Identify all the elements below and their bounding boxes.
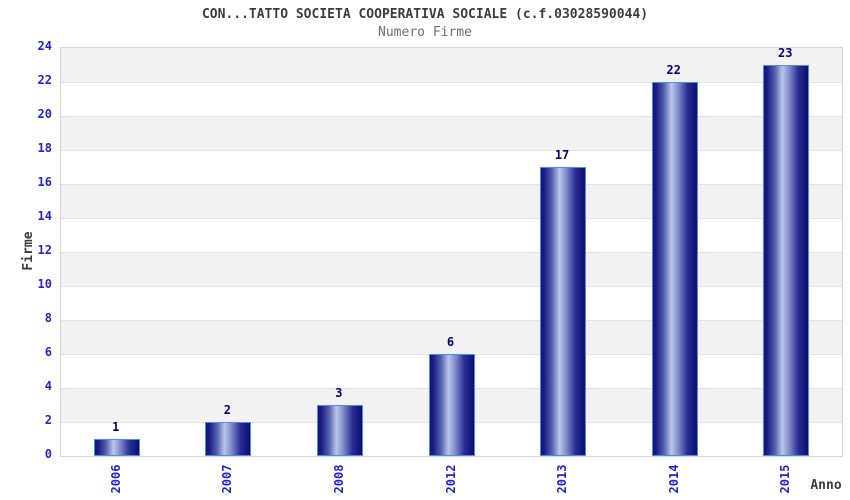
bar bbox=[651, 82, 698, 456]
grid-band bbox=[61, 48, 842, 82]
x-tick-label: 2013 bbox=[555, 464, 570, 494]
bar bbox=[428, 354, 475, 456]
bar bbox=[316, 405, 363, 456]
bar-value-label: 2 bbox=[223, 403, 231, 417]
x-tick-label: 2008 bbox=[331, 464, 346, 494]
y-tick-label: 22 bbox=[37, 73, 52, 87]
grid-band bbox=[61, 184, 842, 218]
y-tick-label: 10 bbox=[37, 277, 52, 291]
x-tick-label: 2015 bbox=[778, 464, 793, 494]
x-tick-label: 2012 bbox=[443, 464, 458, 494]
bar bbox=[93, 439, 140, 456]
x-axis-label: Anno bbox=[810, 478, 842, 493]
grid-band bbox=[61, 286, 842, 320]
plot-area bbox=[60, 47, 843, 457]
bar-value-label: 3 bbox=[335, 386, 343, 400]
bar-value-label: 23 bbox=[777, 46, 793, 60]
y-tick-label: 18 bbox=[37, 141, 52, 155]
y-tick-label: 12 bbox=[37, 243, 52, 257]
chart-title: CON...TATTO SOCIETA COOPERATIVA SOCIALE … bbox=[201, 7, 649, 22]
bar bbox=[763, 65, 810, 456]
bar bbox=[205, 422, 252, 456]
grid-band bbox=[61, 320, 842, 354]
bar-value-label: 1 bbox=[112, 420, 120, 434]
gridline bbox=[61, 184, 842, 185]
gridline bbox=[61, 252, 842, 253]
y-tick-label: 14 bbox=[37, 209, 52, 223]
bar-value-label: 6 bbox=[446, 335, 455, 349]
bar-value-label: 17 bbox=[554, 148, 570, 162]
grid-band bbox=[61, 82, 842, 116]
y-tick-label: 4 bbox=[44, 379, 52, 393]
y-tick-label: 6 bbox=[44, 345, 52, 359]
y-tick-label: 0 bbox=[44, 447, 52, 461]
y-tick-label: 20 bbox=[37, 107, 52, 121]
gridline bbox=[61, 218, 842, 219]
bar-value-label: 22 bbox=[666, 63, 681, 77]
y-tick-label: 24 bbox=[37, 39, 52, 53]
grid-band bbox=[61, 150, 842, 184]
grid-band bbox=[61, 218, 842, 252]
x-tick-label: 2007 bbox=[220, 464, 235, 494]
grid-band bbox=[61, 116, 842, 150]
y-tick-label: 8 bbox=[44, 311, 52, 325]
y-tick-label: 2 bbox=[44, 413, 52, 427]
grid-band bbox=[61, 252, 842, 286]
bar bbox=[540, 167, 587, 456]
gridline bbox=[61, 286, 842, 287]
gridline bbox=[61, 320, 842, 321]
gridline bbox=[61, 116, 842, 117]
y-tick-label: 16 bbox=[37, 175, 52, 189]
chart-subtitle: Numero Firme bbox=[378, 25, 472, 40]
x-tick-label: 2006 bbox=[108, 464, 123, 494]
gridline bbox=[61, 150, 842, 151]
gridline bbox=[61, 82, 842, 83]
x-tick-label: 2014 bbox=[666, 464, 681, 494]
